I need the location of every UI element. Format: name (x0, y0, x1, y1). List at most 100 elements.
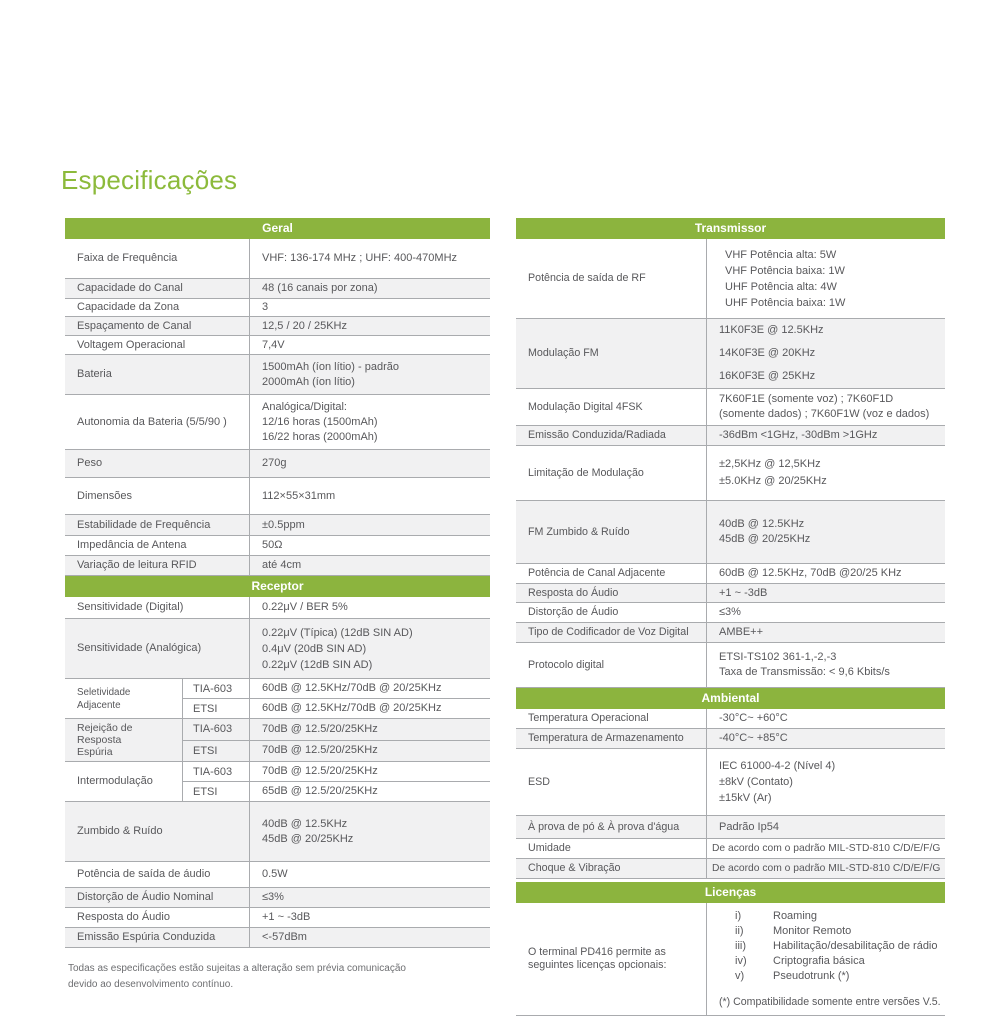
table-row: Temperatura de Armazenamento -40°C~ +85°C (516, 729, 945, 749)
license-footnote: (*) Compatibilidade somente entre versõe… (719, 996, 941, 1008)
row-label: Capacidade da Zona (65, 299, 250, 316)
row-label: Intermodulação (65, 762, 183, 801)
table-row: Sensitividade (Digital) 0.22μV / BER 5% (65, 597, 490, 619)
row-value: 70dB @ 12.5/20/25KHz (250, 719, 490, 740)
section-header-receptor: Receptor (65, 576, 490, 597)
value-line: AMBE++ (719, 626, 764, 638)
table-row: Distorção de Áudio ≤3% (516, 603, 945, 623)
value-line: VHF: 136-174 MHz ; UHF: 400-470MHz (262, 252, 458, 264)
row-value: 112×55×31mm (250, 478, 490, 514)
value-line: 45dB @ 20/25KHz (719, 533, 811, 545)
value-line: 0.22μV (Típica) (12dB SIN AD) (262, 626, 413, 639)
value-line: -40°C~ +85°C (719, 732, 788, 744)
table-row: FM Zumbido & Ruído 40dB @ 12.5KHz 45dB @ 2… (516, 501, 945, 564)
table-row: Autonomia da Bateria (5/5/90 ) Analógica/… (65, 395, 490, 450)
standard-cell: TIA-603 (183, 679, 250, 698)
value-line: 0.22μV (12dB SIN AD) (262, 658, 373, 671)
row-label: Protocolo digital (516, 643, 707, 687)
row-label: Choque & Vibração (516, 859, 707, 878)
row-value: 48 (16 canais por zona) (250, 279, 490, 298)
row-value: -40°C~ +85°C (707, 729, 945, 748)
value-line: Taxa de Transmissão: < 9,6 Kbits/s (719, 666, 890, 678)
subrow-group: TIA-603 60dB @ 12.5KHz/70dB @ 20/25KHz ETS… (183, 679, 490, 718)
value-line: 70dB @ 12.5/20/25KHz (262, 722, 378, 735)
left-column: Geral Faixa de Frequência VHF: 136-174 MHz… (65, 218, 490, 948)
table-row: Protocolo digital ETSI-TS102 361-1,-2,-3 T… (516, 643, 945, 688)
section-header-transmissor: Transmissor (516, 218, 945, 239)
table-row: Tipo de Codificador de Voz Digital AMBE++ (516, 623, 945, 643)
row-label: Potência de saída de RF (516, 239, 707, 318)
value-line: 50Ω (262, 539, 283, 551)
value-line: De acordo com o padrão MIL-STD-810 C/D/E… (712, 863, 941, 874)
row-value: 3 (250, 299, 490, 316)
row-label: O terminal PD416 permite as seguintes li… (516, 903, 707, 1015)
table-row: Capacidade do Canal 48 (16 canais por zon… (65, 279, 490, 299)
value-line: 60dB @ 12.5KHz, 70dB @20/25 KHz (719, 567, 902, 579)
subrow-group: TIA-603 70dB @ 12.5/20/25KHz ETSI 70dB @ 12… (183, 719, 490, 761)
row-value: ≤3% (707, 603, 945, 622)
table-row: Distorção de Áudio Nominal ≤3% (65, 888, 490, 908)
sub-row: ETSI 60dB @ 12.5KHz/70dB @ 20/25KHz (183, 699, 490, 718)
row-value: AMBE++ (707, 623, 945, 642)
value-line: 0.22μV / BER 5% (262, 601, 348, 613)
table-row: Peso 270g (65, 450, 490, 478)
value-line: 270g (262, 457, 287, 469)
row-value: -30°C~ +60°C (707, 709, 945, 728)
row-value: De acordo com o padrão MIL-STD-810 C/D/E… (707, 839, 945, 858)
value-line: 40dB @ 12.5KHz (719, 518, 805, 530)
table-row: ESD IEC 61000-4-2 (Nível 4) ±8kV (Contato)… (516, 749, 945, 816)
table-row: Potência de saída de áudio 0.5W (65, 862, 490, 888)
sub-row: TIA-603 70dB @ 12.5/20/25KHz (183, 762, 490, 782)
section-header-ambiental: Ambiental (516, 688, 945, 709)
value-line: 11K0F3E @ 12.5KHz (719, 324, 824, 336)
value-line: VHF Potência baixa: 1W (725, 264, 845, 277)
row-label: Potência de Canal Adjacente (516, 564, 707, 583)
value-line: -36dBm <1GHz, -30dBm >1GHz (719, 429, 878, 441)
value-line: ±0.5ppm (262, 518, 305, 531)
value-line: 3 (262, 301, 269, 313)
value-line: IEC 61000-4-2 (Nível 4) (719, 760, 836, 772)
value-line: Analógica/Digital: (262, 400, 347, 413)
row-label: Emissão Espúria Conduzida (65, 928, 250, 947)
value-line: 60dB @ 12.5KHz/70dB @ 20/25KHz (262, 682, 442, 694)
value-line: 16/22 horas (2000mAh) (262, 430, 378, 443)
license-item: iii) Habilitação/desabilitação de rádio (719, 939, 941, 954)
row-value: +1 ~ -3dB (250, 908, 490, 927)
row-value: VHF: 136-174 MHz ; UHF: 400-470MHz (250, 239, 490, 278)
spec-table-geral: Geral Faixa de Frequência VHF: 136-174 MHz… (65, 218, 490, 576)
value-line: UHF Potência baixa: 1W (725, 296, 846, 309)
section-header-geral: Geral (65, 218, 490, 239)
row-value: Analógica/Digital: 12/16 horas (1500mAh) 1… (250, 395, 490, 449)
value-line: ±2,5KHz @ 12,5KHz (719, 458, 821, 470)
standard-cell: ETSI (183, 699, 250, 718)
license-label: Habilitação/desabilitação de rádio (773, 940, 938, 952)
value-line: 70dB @ 12.5/20/25KHz (262, 744, 378, 757)
standard-cell: ETSI (183, 782, 250, 801)
row-value: 7K60F1E (somente voz) ; 7K60F1D (somente… (707, 389, 945, 425)
row-label: Limitação de Modulação (516, 446, 707, 500)
table-row: Sensitividade (Analógica) 0.22μV (Típica)… (65, 619, 490, 679)
row-value: 60dB @ 12.5KHz, 70dB @20/25 KHz (707, 564, 945, 583)
row-label: Distorção de Áudio (516, 603, 707, 622)
table-row: Dimensões 112×55×31mm (65, 478, 490, 515)
row-label: ESD (516, 749, 707, 815)
row-label: Temperatura de Armazenamento (516, 729, 707, 748)
value-line: 1500mAh (íon lítio) - padrão (262, 360, 399, 373)
value-line: 65dB @ 12.5/20/25KHz (262, 785, 378, 797)
table-row: Temperatura Operacional -30°C~ +60°C (516, 709, 945, 729)
row-value: ±2,5KHz @ 12,5KHz ±5.0KHz @ 20/25KHz (707, 446, 945, 500)
row-label: Sensitividade (Digital) (65, 597, 250, 618)
row-value: +1 ~ -3dB (707, 584, 945, 602)
row-label: Faixa de Frequência (65, 239, 250, 278)
value-line: 112×55×31mm (262, 489, 336, 502)
license-numeral: ii) (735, 925, 744, 937)
row-label: Umidade (516, 839, 707, 858)
standard-cell: TIA-603 (183, 762, 250, 781)
table-row: Potência de saída de RF VHF Potência alta… (516, 239, 945, 319)
row-value: ±0.5ppm (250, 515, 490, 535)
value-line: +1 ~ -3dB (262, 911, 311, 923)
row-label: Sensitividade (Analógica) (65, 619, 250, 678)
row-label: Zumbido & Ruído (65, 802, 250, 861)
row-label: Variação de leitura RFID (65, 556, 250, 575)
